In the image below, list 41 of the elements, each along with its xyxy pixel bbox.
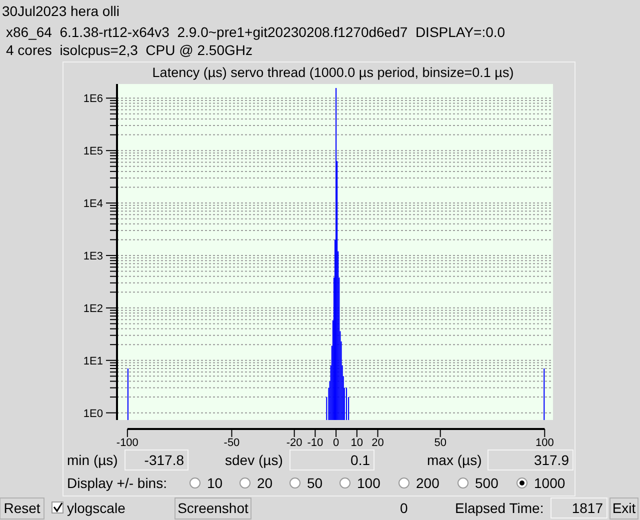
x-tick-label: -10 [307, 437, 324, 449]
text: 317.9 [534, 452, 570, 468]
y-tick-label: 1E0 [83, 408, 103, 420]
text: Exit [612, 500, 636, 516]
y-tick-label: 1E1 [83, 355, 103, 368]
x-tick-label: -50 [224, 437, 240, 449]
text: 1817 [572, 500, 604, 516]
text: 30Jul2023 hera olli [2, 3, 120, 19]
x-tick-label: 0 [332, 437, 340, 449]
y-tick-label: 1E3 [83, 250, 103, 262]
text: max (µs) [427, 452, 482, 468]
x-tick-label: -100 [116, 437, 138, 449]
text: 4 cores isolcpus=2,3 CPU @ 2.50GHz [6, 42, 252, 58]
text: min (µs) [67, 452, 118, 468]
x-tick-label: 50 [434, 437, 446, 449]
text: 20 [257, 475, 273, 491]
y-tick-label: 1E2 [83, 302, 103, 315]
x-tick-label: 10 [350, 437, 364, 449]
y-tick-label: 1E4 [83, 198, 103, 210]
x-tick-label: 100 [535, 437, 554, 449]
x-tick-label: 20 [372, 437, 384, 449]
text: 50 [307, 475, 323, 491]
text: 200 [416, 475, 440, 491]
x-tick-label: -20 [286, 437, 302, 449]
text: x86_64 6.1.38-rt12-x64v3 2.9.0~pre1+git20230208.f1270d6ed7 DISPLAY=:0.0 [6, 24, 506, 40]
text: 500 [475, 475, 499, 491]
text: Screenshot [178, 500, 249, 516]
text: sdev (µs) [225, 452, 283, 468]
chart-title: Latency (µs) servo thread (1000.0 µs period, binsize=0.1 µs) [152, 65, 514, 80]
y-tick-label: 1E5 [83, 146, 103, 158]
text: 10 [207, 475, 223, 491]
text: 0.1 [350, 452, 370, 468]
text: ylogscale [67, 500, 126, 516]
text: 100 [357, 475, 381, 491]
text: 0 [400, 500, 408, 516]
y-tick-label: 1E6 [83, 93, 103, 106]
text: Elapsed Time: [455, 500, 544, 516]
text: Display +/- bins: [67, 475, 167, 491]
text: 1000 [534, 475, 566, 491]
text: -317.8 [144, 452, 184, 468]
text: Reset [4, 500, 40, 516]
